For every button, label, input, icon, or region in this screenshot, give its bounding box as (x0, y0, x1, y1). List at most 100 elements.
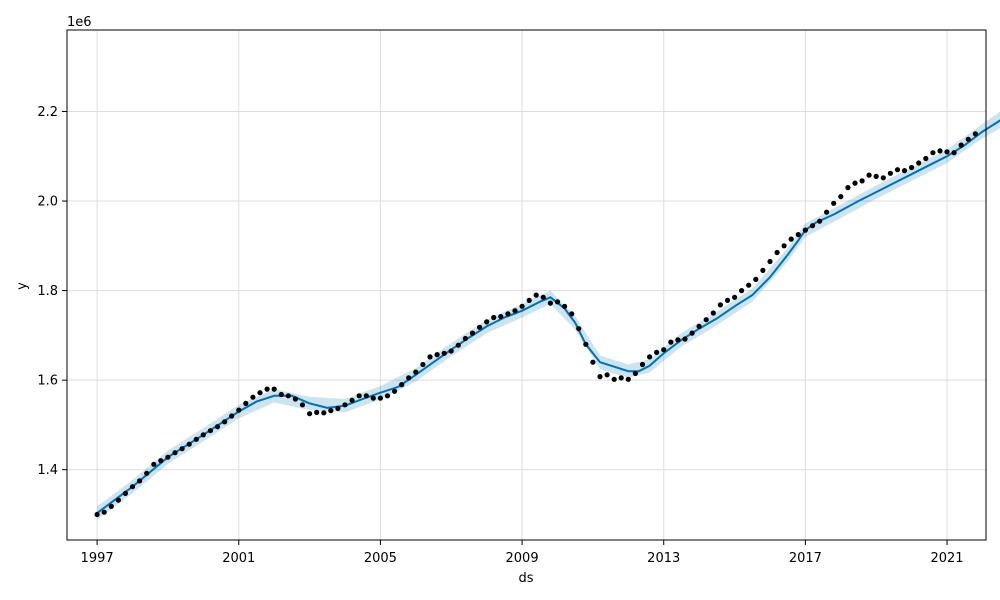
data-point (724, 297, 731, 303)
data-point (186, 441, 192, 447)
data-point (901, 168, 908, 174)
data-point (923, 155, 929, 162)
data-point (809, 223, 816, 229)
observed-points-layer (94, 131, 979, 518)
y-tick-label: 1.8 (37, 284, 58, 299)
data-point (547, 300, 554, 306)
data-point (129, 484, 136, 490)
data-point (406, 375, 412, 381)
data-point (335, 405, 341, 411)
data-point (420, 361, 426, 368)
data-point (767, 258, 773, 265)
data-point (427, 354, 433, 360)
data-point (554, 299, 561, 305)
data-point (349, 397, 355, 403)
data-point (760, 267, 766, 273)
data-point (668, 339, 674, 345)
data-point (321, 410, 327, 416)
forecast-line (96, 119, 1000, 514)
data-point (937, 148, 943, 154)
data-point (569, 311, 575, 317)
data-point (774, 249, 780, 256)
data-point (370, 395, 376, 401)
data-point (101, 509, 107, 515)
data-point (285, 393, 291, 399)
data-point (434, 352, 440, 358)
data-point (682, 336, 688, 342)
data-point (158, 458, 164, 464)
data-point (526, 297, 532, 303)
data-point (512, 308, 518, 314)
forecast-line-layer (96, 119, 1000, 514)
data-point (647, 354, 653, 360)
data-point (781, 243, 787, 249)
y-tick-label: 2.0 (37, 195, 58, 210)
data-point (689, 330, 695, 336)
data-point (930, 150, 936, 156)
data-point (824, 209, 830, 215)
data-point (363, 393, 369, 399)
data-point (193, 436, 199, 442)
y-tick-label: 2.2 (37, 105, 58, 120)
data-point (887, 170, 894, 176)
data-point (696, 323, 702, 329)
data-point (944, 149, 950, 155)
data-point (377, 395, 383, 401)
data-point (314, 409, 320, 415)
data-point (342, 402, 348, 408)
axes-frame (66, 29, 987, 541)
data-point (583, 341, 589, 347)
data-point (703, 317, 709, 323)
data-point (222, 419, 228, 425)
data-point (236, 407, 242, 413)
data-point (462, 335, 468, 342)
data-point (951, 150, 957, 156)
data-point (399, 382, 405, 388)
uncertainty-band (97, 111, 1000, 520)
data-point (108, 503, 114, 509)
data-point (448, 348, 454, 354)
data-point (590, 359, 596, 365)
plot-frame (66, 29, 987, 541)
data-point (179, 446, 185, 452)
data-point (972, 131, 979, 137)
data-point (207, 428, 213, 434)
data-point (250, 394, 256, 400)
data-point (675, 337, 681, 343)
data-point (831, 200, 837, 206)
data-point (795, 232, 801, 238)
uncertainty-band-layer (97, 111, 1000, 520)
data-point (384, 393, 391, 399)
data-point (229, 413, 235, 419)
data-point (710, 310, 716, 316)
data-point (894, 167, 901, 173)
data-point (732, 294, 738, 300)
data-point (413, 369, 419, 375)
data-point (257, 390, 263, 396)
data-point (604, 372, 610, 378)
data-point (632, 370, 639, 376)
data-point (661, 347, 667, 353)
x-tick-label: 2005 (364, 551, 397, 566)
data-point (292, 396, 298, 402)
data-point (200, 432, 206, 438)
x-tick-label: 2021 (930, 551, 963, 566)
data-point (866, 172, 872, 178)
y-axis-label: y (15, 282, 30, 290)
data-point (746, 282, 752, 288)
data-point (264, 386, 270, 392)
data-point (576, 326, 582, 332)
data-point (562, 303, 568, 309)
data-point (965, 136, 971, 142)
tick-layer: 1997 2001 2005 2009 2013 2017 2021 1.4 1.6 1.8 2.0… (37, 105, 963, 566)
data-point (845, 185, 851, 191)
data-point (243, 400, 249, 406)
data-point (873, 173, 879, 179)
data-point (271, 386, 277, 392)
y-offset-label: 1e6 (67, 15, 92, 30)
data-point (151, 461, 157, 467)
data-point (788, 236, 794, 242)
data-point (137, 478, 143, 484)
data-point (484, 319, 490, 325)
